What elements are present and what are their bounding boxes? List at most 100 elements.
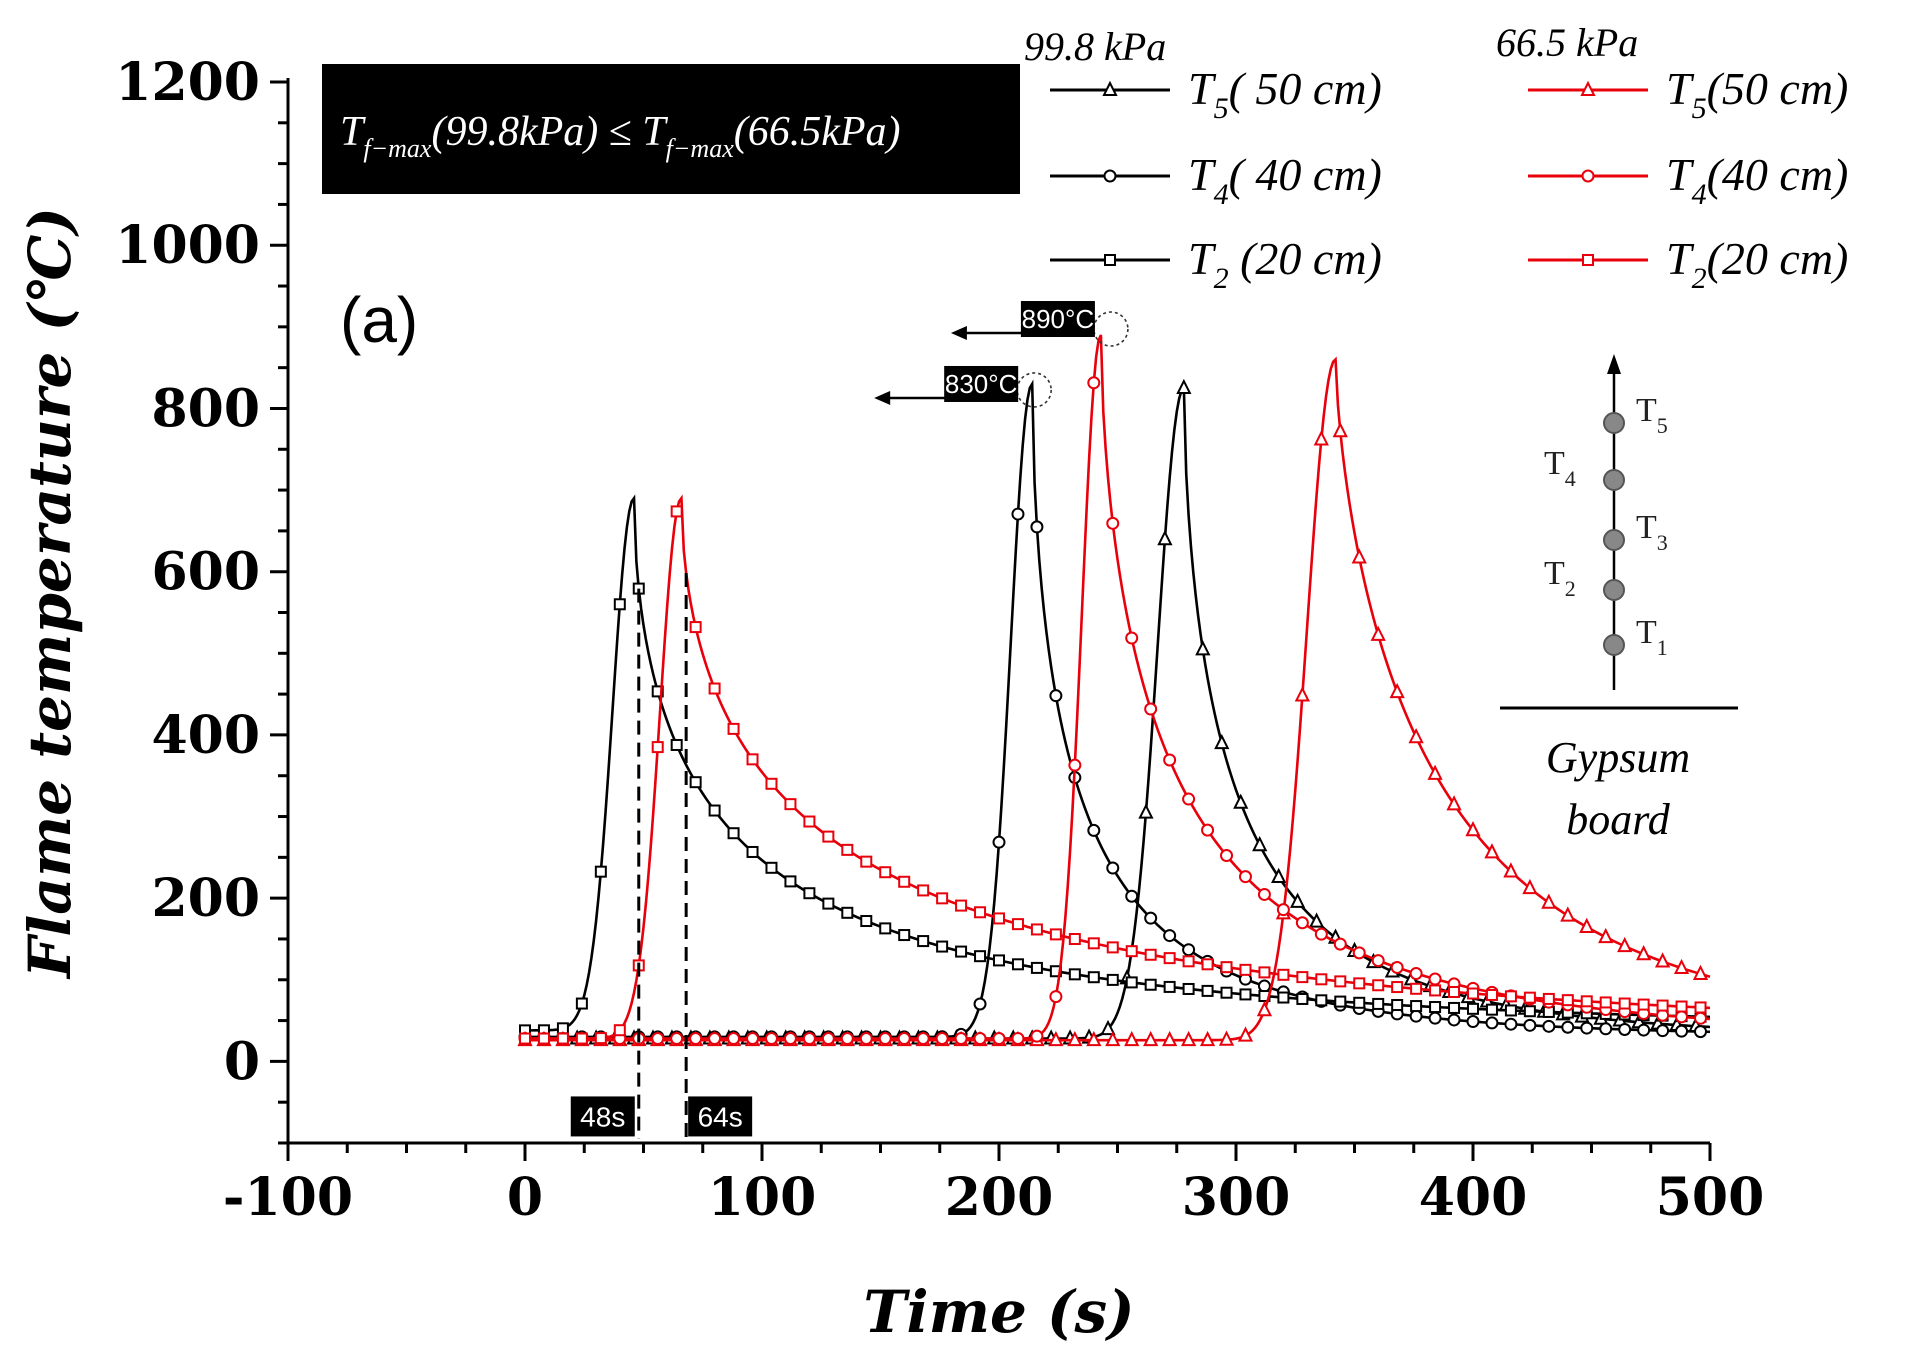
data-point-triangle [1598,927,1614,944]
y-axis-title: Flame temperature (℃) [16,207,84,980]
x-axis-title: Time (s) [863,1278,1134,1346]
data-point-triangle [1636,945,1652,961]
data-point-circle [1106,516,1120,530]
data-point-square [1296,971,1309,984]
data-point-circle [1485,1016,1499,1030]
inset-sensor-sub: 4 [1565,466,1576,491]
inset-sensor-sub: 5 [1657,413,1668,438]
data-point-square [1580,995,1593,1008]
data-point-triangle [1162,1030,1178,1047]
data-point-square [1523,991,1536,1004]
data-point-square [1334,975,1347,988]
data-point-square [879,922,892,935]
legend-symbol: T [1188,233,1217,284]
formula-rhs-sub: f−max [666,134,735,163]
data-point-square [1637,998,1650,1011]
data-point-triangle [1199,1030,1216,1047]
peak-label: 830°C [945,369,1018,399]
data-point-square [1504,990,1517,1003]
data-point-square [936,892,949,905]
data-point-square [613,1024,626,1037]
data-point-circle [1144,911,1158,925]
data-point-square [556,1032,569,1045]
inset-sensor-dot [1603,529,1625,551]
peak-label-box [944,365,1019,402]
peak-dotted-circle [1016,372,1052,408]
data-point-circle [1125,889,1139,903]
data-point-square [1582,254,1594,266]
peak-arrow-head [874,390,891,405]
data-point-circle [1087,823,1101,837]
data-point-square [898,875,911,888]
legend-symbol: T [1666,149,1695,200]
data-point-square [1125,945,1138,958]
data-point-triangle [1138,803,1154,819]
inset-sensor-label: T1 [1636,614,1668,660]
data-point-circle [1694,1011,1708,1025]
data-point-square [1523,1005,1536,1018]
inset-sensor-dot [1603,469,1625,491]
data-point-square [1429,1001,1442,1014]
legend-entry-r5: T5(50 cm) [1666,63,1848,125]
data-point-circle [1618,1022,1632,1036]
data-point-square [765,777,778,790]
data-point-circle [1144,702,1158,716]
panel-label: (a) [340,284,418,356]
inset-sensor-sub: 3 [1657,530,1668,555]
data-point-circle [1542,1019,1556,1033]
legend-symbol: T [1666,63,1695,114]
data-point-square [1542,992,1555,1005]
data-point-triangle [1271,867,1287,884]
inset-caption-line1: Gypsum [1546,733,1690,782]
data-point-square [613,598,626,611]
data-point-square [1106,941,1119,954]
peak-arrow-head [950,326,967,341]
data-point-triangle [1313,430,1329,446]
legend-position: ( 40 cm) [1229,149,1382,200]
formula-lhs-arg: (99.8kPa) [431,109,598,155]
x-tick-label: 400 [1419,1167,1528,1228]
data-point-circle [651,1032,665,1046]
data-point-square [1087,937,1100,950]
data-point-square [670,505,683,518]
data-point-square [727,827,740,840]
data-point-triangle [1143,1030,1159,1047]
data-point-square [537,1032,550,1045]
data-point-triangle [1233,793,1249,809]
data-point-square [765,861,778,874]
series-line-r5 [525,356,1711,1042]
data-point-square [1391,999,1404,1012]
series-r2 [519,494,1711,1045]
formula-lhs-symbol: T [340,109,366,155]
formula-text: Tf−max(99.8kPa) ≤ Tf−max(66.5kPa) [340,109,901,163]
data-point-square [1182,982,1195,995]
data-point-circle [1049,990,1063,1004]
data-point-square [1467,1002,1479,1015]
data-point-circle [1371,954,1385,968]
data-point-circle [1106,861,1120,875]
data-point-triangle [1176,378,1192,395]
data-point-square [1239,988,1252,1001]
data-point-circle [973,1032,987,1046]
legend-subscript: 2 [1692,262,1707,295]
inset-sensor-dot [1603,634,1625,656]
data-point-square [1068,968,1081,981]
data-point-circle [746,1032,760,1046]
data-point-circle [1087,376,1101,390]
data-point-circle [670,1032,684,1046]
data-point-circle [1656,1024,1670,1038]
data-point-triangle [1541,893,1557,909]
data-point-circle [1030,1029,1044,1043]
y-tick-label: 0 [224,1031,260,1092]
data-point-square [1106,973,1119,986]
peak-label: 890°C [1022,304,1095,334]
legend-subscript: 4 [1692,178,1707,211]
data-point-triangle [1389,682,1405,699]
data-point-square [1410,982,1423,995]
legend-entry-r2: T2(20 cm) [1666,233,1848,295]
data-point-square [1144,978,1157,991]
data-point-triangle [1654,952,1671,968]
formula-rhs-symbol: T [642,109,668,155]
data-point-circle [840,1032,854,1046]
